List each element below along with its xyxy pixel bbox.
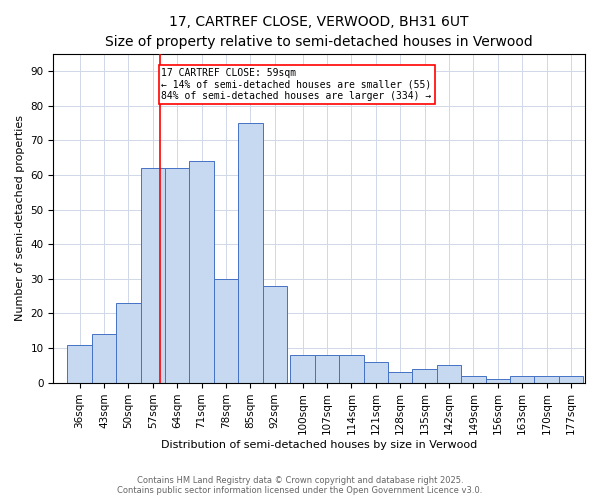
Bar	[263, 286, 287, 382]
Title: 17, CARTREF CLOSE, VERWOOD, BH31 6UT
Size of property relative to semi-detached : 17, CARTREF CLOSE, VERWOOD, BH31 6UT Siz…	[106, 15, 533, 48]
Bar	[364, 362, 388, 382]
Bar	[140, 168, 165, 382]
Bar	[437, 366, 461, 382]
Bar	[190, 161, 214, 382]
Bar	[67, 344, 92, 383]
Bar	[388, 372, 412, 382]
Bar	[510, 376, 535, 382]
Bar	[290, 355, 315, 382]
Text: Contains HM Land Registry data © Crown copyright and database right 2025.
Contai: Contains HM Land Registry data © Crown c…	[118, 476, 482, 495]
Bar	[461, 376, 485, 382]
Bar	[339, 355, 364, 382]
Bar	[238, 123, 263, 382]
Text: 17 CARTREF CLOSE: 59sqm
← 14% of semi-detached houses are smaller (55)
84% of se: 17 CARTREF CLOSE: 59sqm ← 14% of semi-de…	[161, 68, 432, 101]
Bar	[92, 334, 116, 382]
Bar	[559, 376, 583, 382]
Y-axis label: Number of semi-detached properties: Number of semi-detached properties	[15, 115, 25, 321]
Bar	[116, 303, 140, 382]
Bar	[165, 168, 190, 382]
X-axis label: Distribution of semi-detached houses by size in Verwood: Distribution of semi-detached houses by …	[161, 440, 478, 450]
Bar	[214, 279, 238, 382]
Bar	[485, 379, 510, 382]
Bar	[535, 376, 559, 382]
Bar	[412, 369, 437, 382]
Bar	[315, 355, 339, 382]
